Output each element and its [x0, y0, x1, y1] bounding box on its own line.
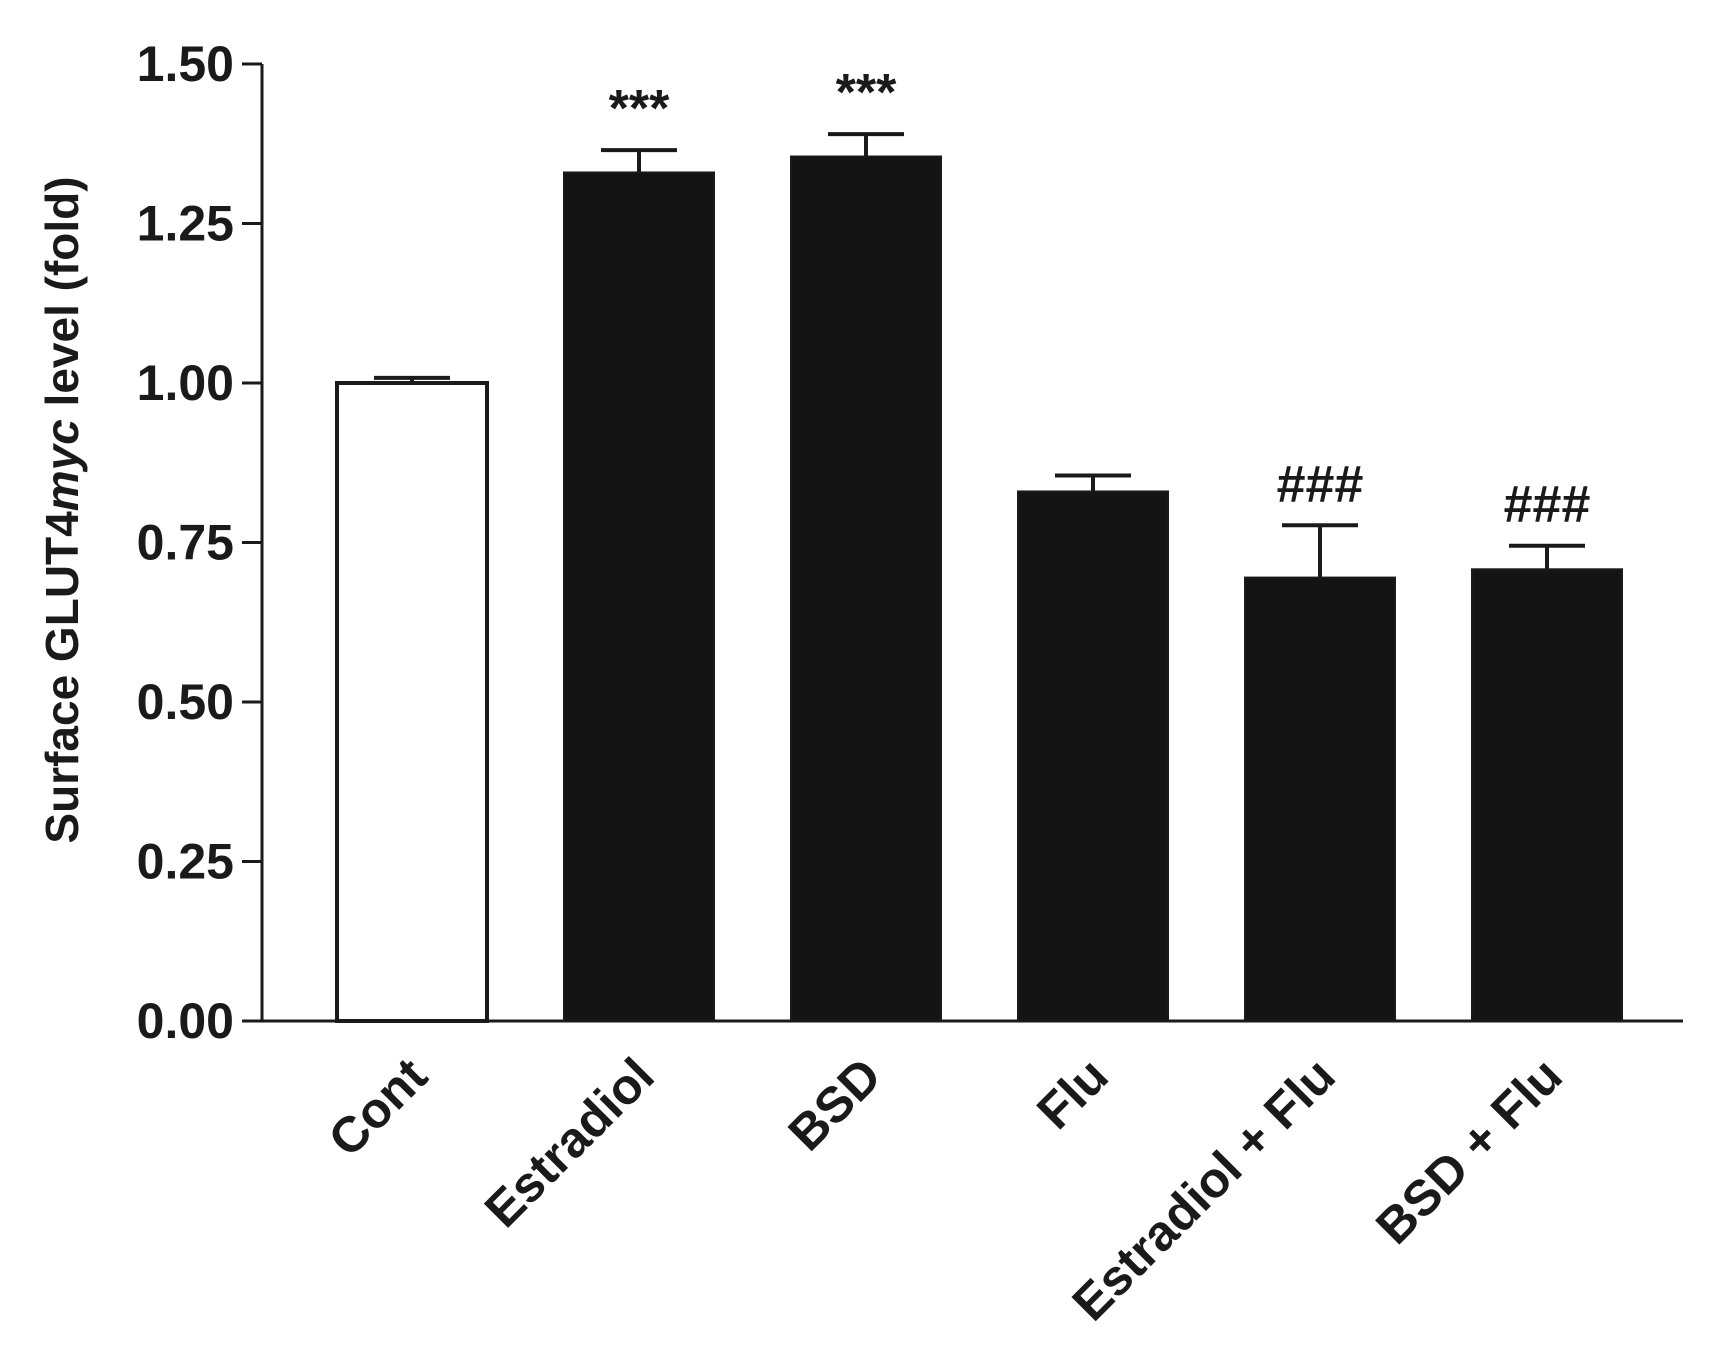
significance-marker: ###	[1277, 455, 1364, 513]
y-tick-label: 0.00	[137, 993, 234, 1049]
error-bars	[374, 132, 1585, 578]
bar	[790, 155, 942, 1022]
bar	[1471, 568, 1623, 1023]
y-tick-label: 1.00	[137, 355, 234, 411]
y-axis-label-part-2: myc	[36, 419, 88, 511]
y-axis-label-part-1: Surface GLUT4	[36, 511, 88, 844]
y-axis-label: Surface GLUT4myc level (fold)	[36, 176, 88, 843]
y-axis-label-part-3: level (fold)	[36, 176, 88, 419]
category-label: BSD	[778, 1047, 892, 1161]
y-axis: 0.00 0.25 0.50 0.75 1.00 1.25 1.50	[137, 36, 264, 1049]
significance-marker: ***	[609, 80, 670, 138]
bar	[335, 381, 489, 1023]
significance-marker: ###	[1504, 476, 1591, 534]
y-tick-label: 0.25	[137, 834, 234, 890]
bars	[335, 155, 1623, 1023]
y-tick-label: 1.25	[137, 196, 234, 252]
category-label: Estradiol	[474, 1047, 665, 1238]
category-label: Flu	[1026, 1047, 1119, 1140]
bar	[563, 171, 715, 1022]
significance-marker: ***	[836, 64, 897, 122]
significance-annotations: *** *** ### ###	[609, 64, 1591, 534]
y-tick-label: 0.75	[137, 515, 234, 571]
bar	[1017, 490, 1169, 1022]
y-tick-label: 1.50	[137, 36, 234, 92]
category-label: BSD + Flu	[1365, 1047, 1573, 1255]
bar	[1244, 576, 1396, 1023]
svg-text:Surface GLUT4myc level (fold): Surface GLUT4myc level (fold)	[36, 176, 88, 843]
y-tick-label: 0.50	[137, 674, 234, 730]
category-label: Cont	[318, 1047, 438, 1167]
